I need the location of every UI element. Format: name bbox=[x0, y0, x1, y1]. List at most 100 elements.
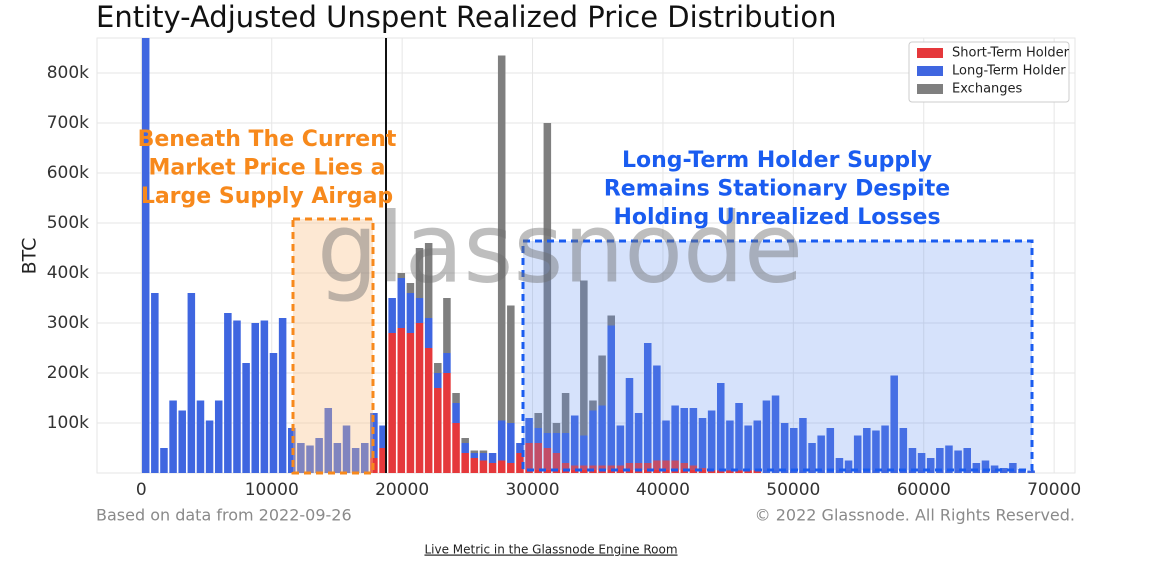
bar bbox=[799, 418, 807, 473]
bar bbox=[497, 420, 506, 461]
bar bbox=[570, 415, 579, 466]
bar bbox=[415, 323, 424, 473]
bar bbox=[570, 465, 579, 473]
bar bbox=[415, 298, 424, 323]
bar bbox=[634, 463, 643, 473]
bar bbox=[141, 38, 150, 473]
bar bbox=[726, 420, 734, 471]
bar bbox=[151, 293, 159, 473]
y-tick-label: 700k bbox=[47, 113, 89, 133]
y-tick-label: 600k bbox=[47, 163, 89, 183]
bar bbox=[160, 448, 168, 473]
bar bbox=[315, 438, 323, 473]
highlight-box bbox=[521, 239, 1034, 472]
bar bbox=[461, 438, 469, 443]
bar bbox=[187, 293, 196, 473]
bar bbox=[443, 353, 451, 373]
bar bbox=[981, 460, 990, 473]
y-tick-label: 300k bbox=[47, 313, 89, 333]
bar bbox=[342, 425, 351, 473]
y-tick-label: 800k bbox=[47, 63, 89, 83]
bar bbox=[589, 400, 597, 411]
bar bbox=[488, 463, 497, 473]
annotation-text: Remains Stationary Despite bbox=[604, 177, 950, 202]
bar bbox=[461, 443, 469, 453]
bar bbox=[698, 468, 707, 473]
bar bbox=[397, 278, 406, 328]
bar bbox=[671, 460, 679, 473]
bar bbox=[497, 460, 506, 473]
bar bbox=[790, 428, 798, 473]
bar bbox=[680, 463, 689, 473]
bar bbox=[196, 400, 205, 473]
bar bbox=[260, 320, 269, 473]
bar bbox=[717, 470, 725, 473]
bar bbox=[443, 298, 451, 353]
highlight-box bbox=[291, 217, 375, 475]
bar bbox=[488, 453, 497, 463]
bar bbox=[443, 373, 451, 473]
bar bbox=[735, 403, 743, 471]
y-tick-label: 200k bbox=[47, 363, 89, 383]
bar bbox=[479, 460, 488, 473]
bar bbox=[717, 383, 725, 471]
bar bbox=[507, 463, 515, 473]
x-tick-label: 10000 bbox=[245, 480, 299, 500]
bar bbox=[643, 463, 652, 473]
bar bbox=[662, 420, 670, 461]
copyright: © 2022 Glassnode. All Rights Reserved. bbox=[755, 506, 1075, 525]
bar bbox=[963, 448, 971, 473]
bar bbox=[689, 465, 698, 473]
bar bbox=[607, 325, 615, 466]
bar bbox=[507, 423, 515, 463]
bar bbox=[771, 395, 780, 473]
bar bbox=[424, 318, 433, 348]
bar bbox=[351, 448, 360, 473]
bar bbox=[616, 465, 625, 473]
bar bbox=[561, 433, 570, 463]
bar bbox=[808, 443, 816, 473]
bar bbox=[525, 418, 533, 443]
bar bbox=[534, 413, 542, 428]
x-tick-label: 60000 bbox=[897, 480, 951, 500]
x-tick-label: 20000 bbox=[375, 480, 429, 500]
x-tick-label: 50000 bbox=[766, 480, 820, 500]
bar bbox=[424, 348, 433, 473]
bar bbox=[397, 328, 406, 473]
bar bbox=[643, 343, 652, 463]
bar bbox=[452, 423, 460, 473]
bar bbox=[552, 453, 561, 473]
bar bbox=[333, 443, 342, 473]
bar bbox=[625, 463, 634, 473]
bar bbox=[908, 448, 917, 473]
bar bbox=[306, 445, 314, 473]
bar bbox=[452, 403, 460, 423]
bar bbox=[278, 318, 287, 473]
bar bbox=[224, 313, 232, 473]
bar bbox=[214, 400, 223, 473]
bar bbox=[598, 355, 606, 406]
bar bbox=[534, 428, 542, 443]
bar bbox=[872, 430, 880, 473]
engine-room-link[interactable]: Live Metric in the Glassnode Engine Room bbox=[424, 543, 677, 557]
annotation-text: Beneath The Current bbox=[138, 127, 397, 152]
bar bbox=[178, 410, 186, 473]
bar bbox=[662, 460, 670, 473]
bar bbox=[388, 298, 396, 333]
bar bbox=[653, 460, 661, 473]
bar bbox=[890, 375, 898, 473]
bar bbox=[881, 425, 889, 473]
bar bbox=[707, 410, 716, 471]
bar bbox=[863, 428, 871, 473]
bar bbox=[297, 443, 305, 473]
bar bbox=[972, 463, 981, 473]
bar bbox=[169, 400, 177, 473]
x-tick-label: 70000 bbox=[1027, 480, 1081, 500]
bar bbox=[853, 435, 862, 473]
bar bbox=[233, 320, 241, 473]
bar bbox=[780, 423, 789, 473]
legend-label: Long-Term Holder bbox=[952, 64, 1066, 79]
x-tick-label: 40000 bbox=[636, 480, 690, 500]
legend-swatch bbox=[917, 66, 943, 76]
